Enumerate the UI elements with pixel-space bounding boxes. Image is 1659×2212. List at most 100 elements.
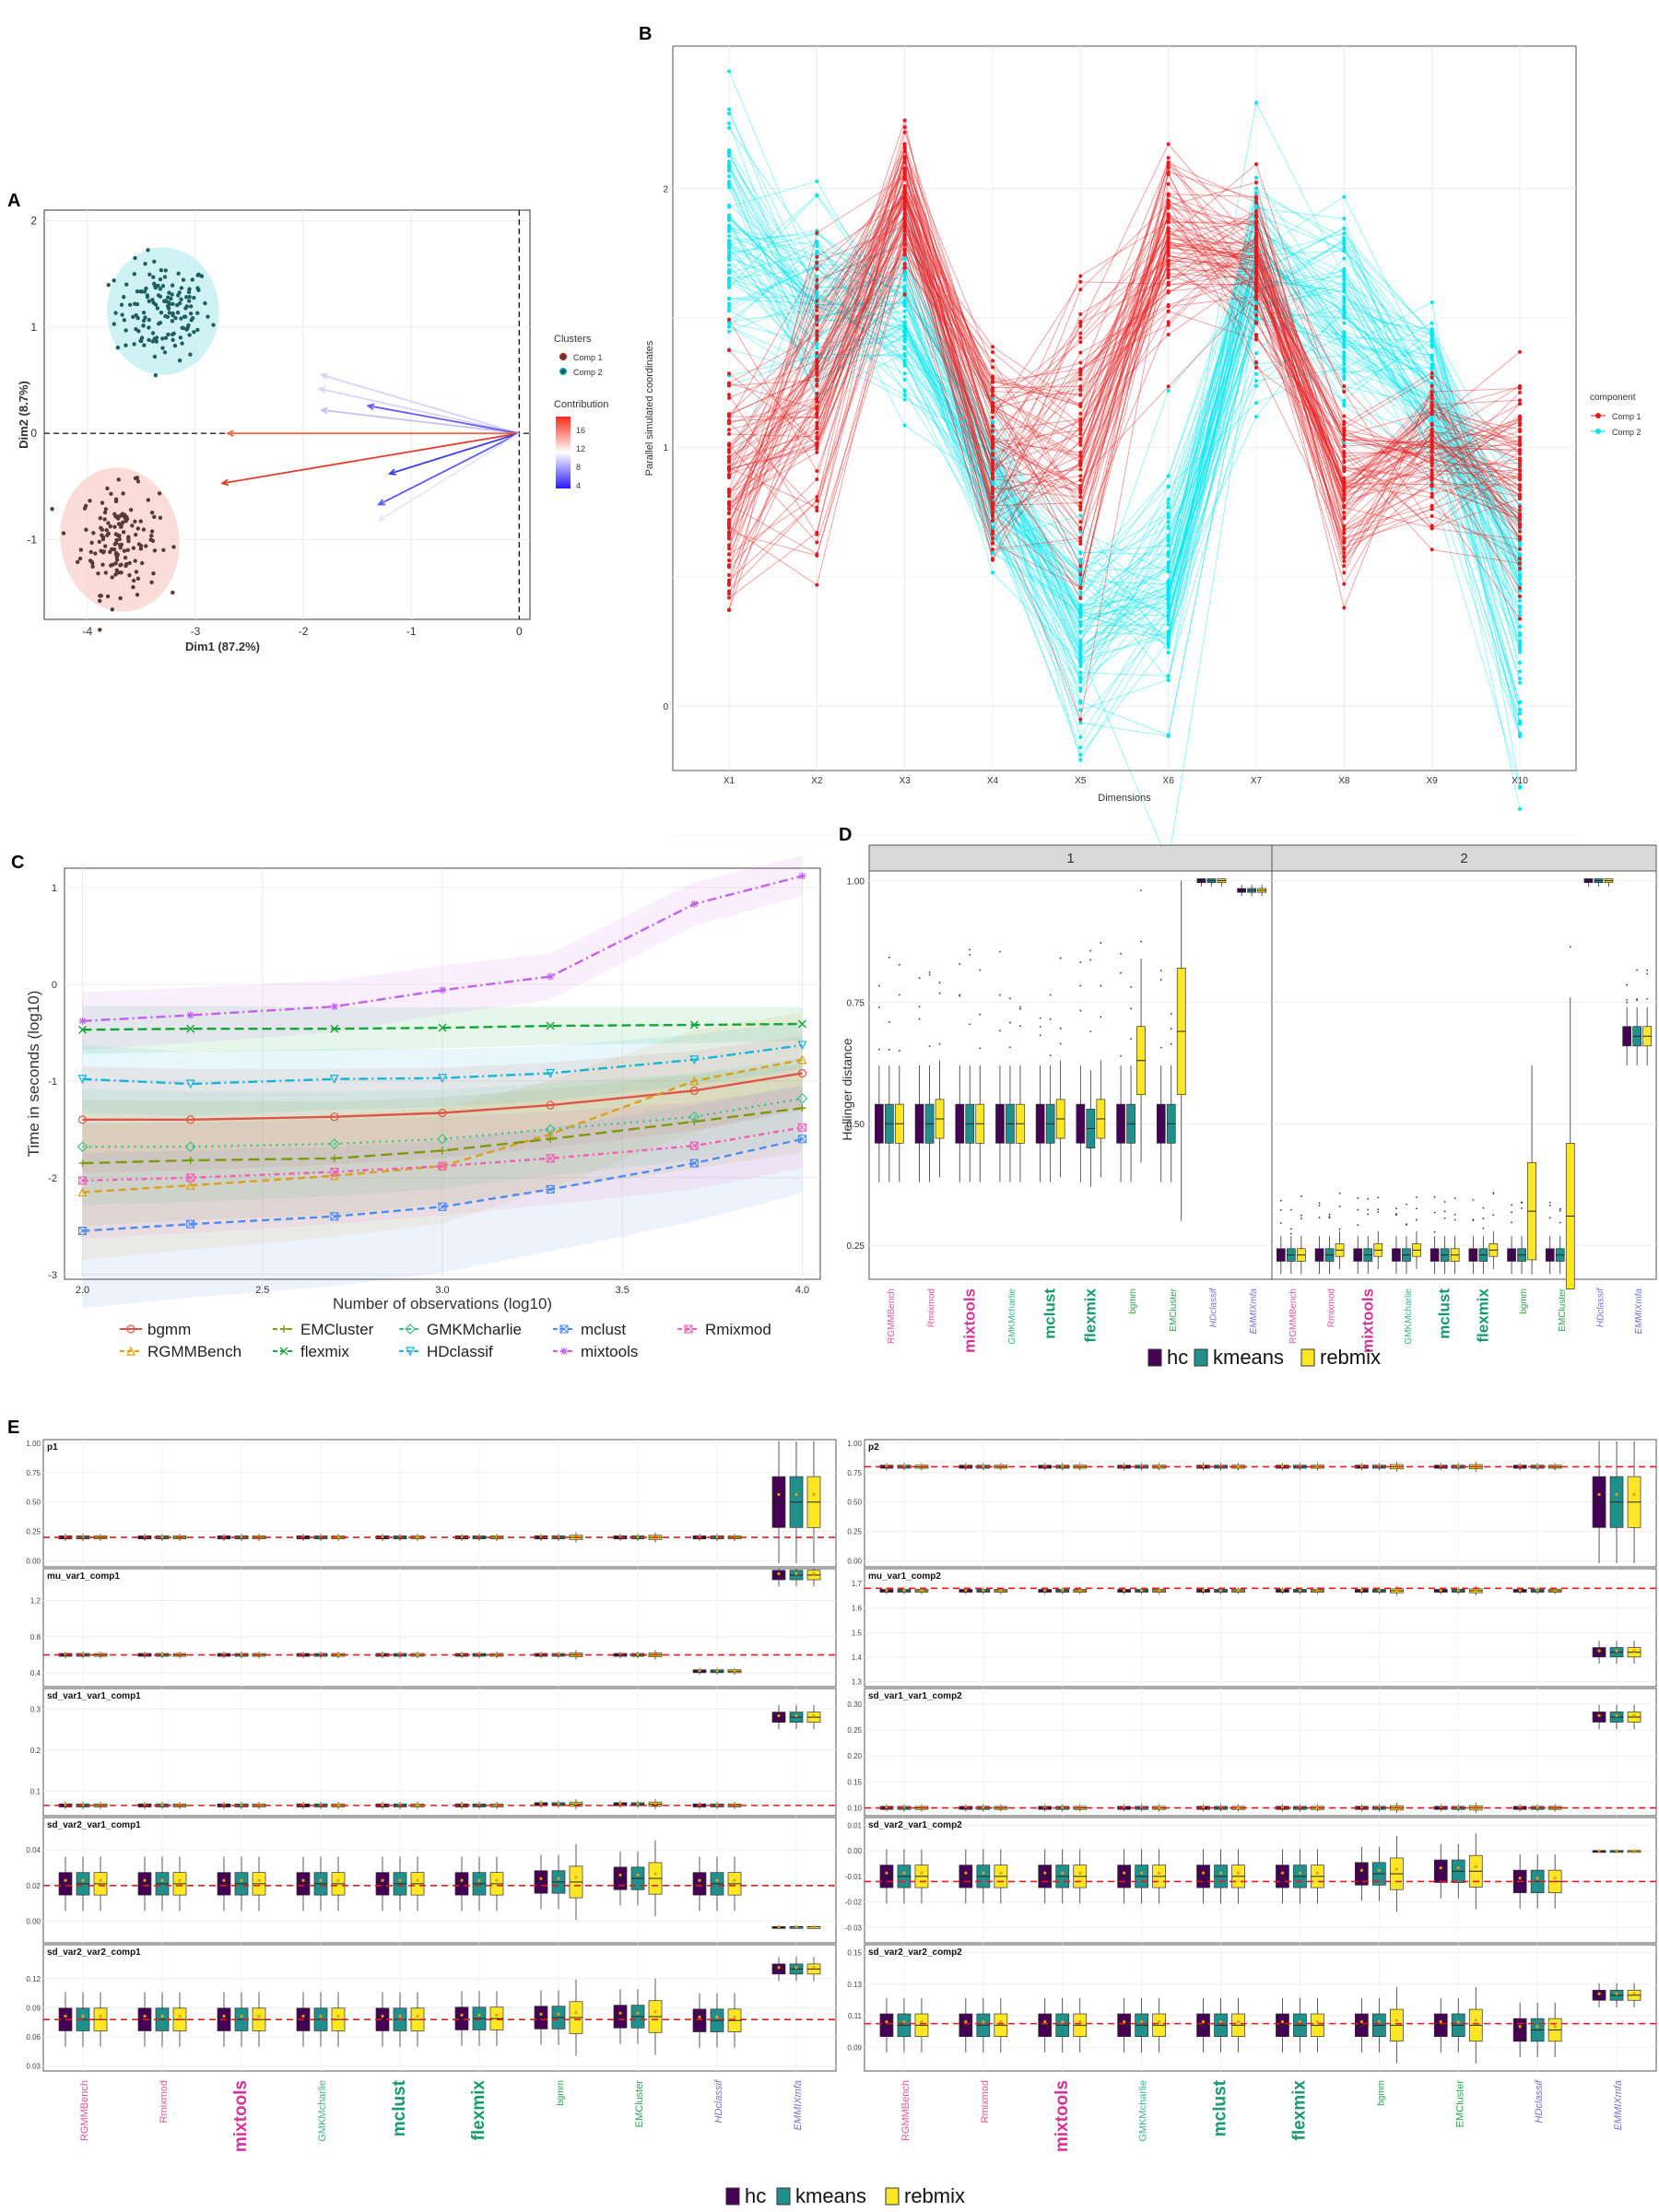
box-mean-point	[636, 1873, 640, 1877]
box-mean-point	[964, 1871, 968, 1875]
point-comp1	[126, 538, 131, 544]
point-comp2	[141, 324, 146, 328]
parallel-line-comp2	[728, 261, 1521, 597]
point-comp1	[105, 486, 110, 491]
point-comp2	[1430, 362, 1434, 367]
point-comp1	[991, 532, 994, 536]
point-comp1	[991, 500, 994, 505]
x-tick-label-package: mclust	[1041, 1288, 1059, 1339]
parallel-line-comp2	[728, 273, 1521, 624]
point-comp2	[1166, 513, 1171, 518]
point-comp1	[902, 242, 907, 247]
point-comp1	[1430, 383, 1434, 388]
point-comp1	[1430, 468, 1434, 473]
outlier-point	[888, 956, 890, 959]
point-comp2	[1166, 733, 1171, 737]
box-mean-point	[143, 2014, 147, 2018]
point-comp2	[902, 255, 907, 260]
point-comp2	[188, 311, 194, 316]
point-comp2	[139, 335, 145, 340]
box-mean-point	[64, 1878, 67, 1882]
point-comp1	[131, 578, 136, 583]
parallel-line-comp1	[728, 227, 1521, 563]
panel-e-facet-sd_var1_var1_comp2	[865, 1688, 1656, 1816]
point-comp2	[1254, 415, 1258, 419]
x-tick-label-package: EMCluster	[634, 2080, 645, 2128]
outlier-point	[888, 1048, 890, 1051]
point-comp1	[727, 465, 731, 469]
parallel-line-comp1	[728, 160, 1521, 531]
box-mean-point	[81, 2014, 85, 2018]
x-tick-label: X4	[987, 776, 999, 786]
ribbon-GMKMcharlie	[82, 1057, 803, 1206]
y-tick-label: 0.1	[30, 1787, 41, 1795]
legend-label: bgmm	[147, 1321, 191, 1338]
point-comp1	[991, 488, 994, 492]
point-comp1	[991, 513, 994, 518]
outlier-point	[1443, 1210, 1446, 1213]
point-comp2	[139, 338, 144, 344]
point-comp1	[161, 547, 166, 553]
point-flexmix	[186, 1024, 195, 1033]
point-HDclassif	[689, 1055, 700, 1065]
outlier-point	[918, 1006, 921, 1008]
point-comp1	[1430, 449, 1434, 453]
x-tick-label-package: EMMIXmfa	[1634, 1288, 1644, 1335]
point-comp1	[1254, 258, 1258, 263]
point-comp1	[1166, 282, 1171, 287]
outlier-point	[1482, 1227, 1485, 1230]
box-mean-point	[1280, 1588, 1285, 1593]
box-mean-point	[1061, 1806, 1065, 1809]
parallel-line-comp2	[728, 232, 1521, 734]
outlier-point	[1009, 997, 1011, 1000]
point-comp1	[102, 517, 107, 522]
point-comp2	[1166, 674, 1171, 678]
parallel-line-comp1	[728, 225, 1521, 535]
box-mean-point	[636, 1653, 640, 1656]
point-comp1	[138, 519, 143, 524]
point-comp1	[815, 286, 819, 290]
point-comp1	[99, 594, 103, 598]
parallel-line-comp2	[728, 250, 1521, 641]
point-Rmixmod	[689, 1141, 699, 1150]
panel-e-facet-p2	[865, 1440, 1656, 1567]
parallel-line-comp2	[728, 257, 1521, 809]
point-comp2	[727, 166, 731, 171]
point-comp1	[1430, 401, 1434, 406]
outlier-point	[1521, 1202, 1523, 1204]
outlier-point	[898, 963, 900, 966]
point-comp2	[727, 69, 731, 74]
point-comp1	[815, 315, 819, 320]
point-comp1	[727, 581, 731, 585]
point-comp1	[727, 381, 731, 385]
outlier-point	[969, 1023, 971, 1026]
point-comp2	[1166, 474, 1171, 478]
outlier-point	[1100, 942, 1102, 944]
box-mean-point	[1158, 1871, 1161, 1875]
point-RGMMBench	[77, 1187, 88, 1197]
parallel-line-comp1	[728, 253, 1521, 501]
point-comp1	[112, 512, 117, 517]
point-comp1	[1254, 297, 1258, 301]
box-mean-point	[1377, 1588, 1381, 1593]
point-comp1	[1166, 240, 1171, 244]
point-comp1	[138, 547, 144, 551]
point-comp2	[184, 327, 189, 332]
x-tick-label: 0	[516, 625, 523, 638]
outlier-point	[1140, 889, 1142, 891]
point-comp1	[1166, 182, 1171, 186]
point-comp2	[163, 313, 168, 319]
point-comp1	[1166, 203, 1171, 207]
parallel-line-comp2	[728, 205, 1521, 583]
point-comp2	[815, 346, 819, 350]
box-mean-point	[539, 2012, 543, 2016]
point-comp2	[160, 336, 165, 341]
parallel-line-comp2	[728, 235, 1521, 737]
point-mixtools	[78, 1017, 87, 1025]
point-comp2	[152, 354, 158, 359]
point-comp2	[727, 169, 731, 173]
point-RGMMBench	[689, 1076, 700, 1086]
parallel-line-comp1	[728, 145, 1521, 522]
box-mean-point	[64, 2014, 67, 2018]
